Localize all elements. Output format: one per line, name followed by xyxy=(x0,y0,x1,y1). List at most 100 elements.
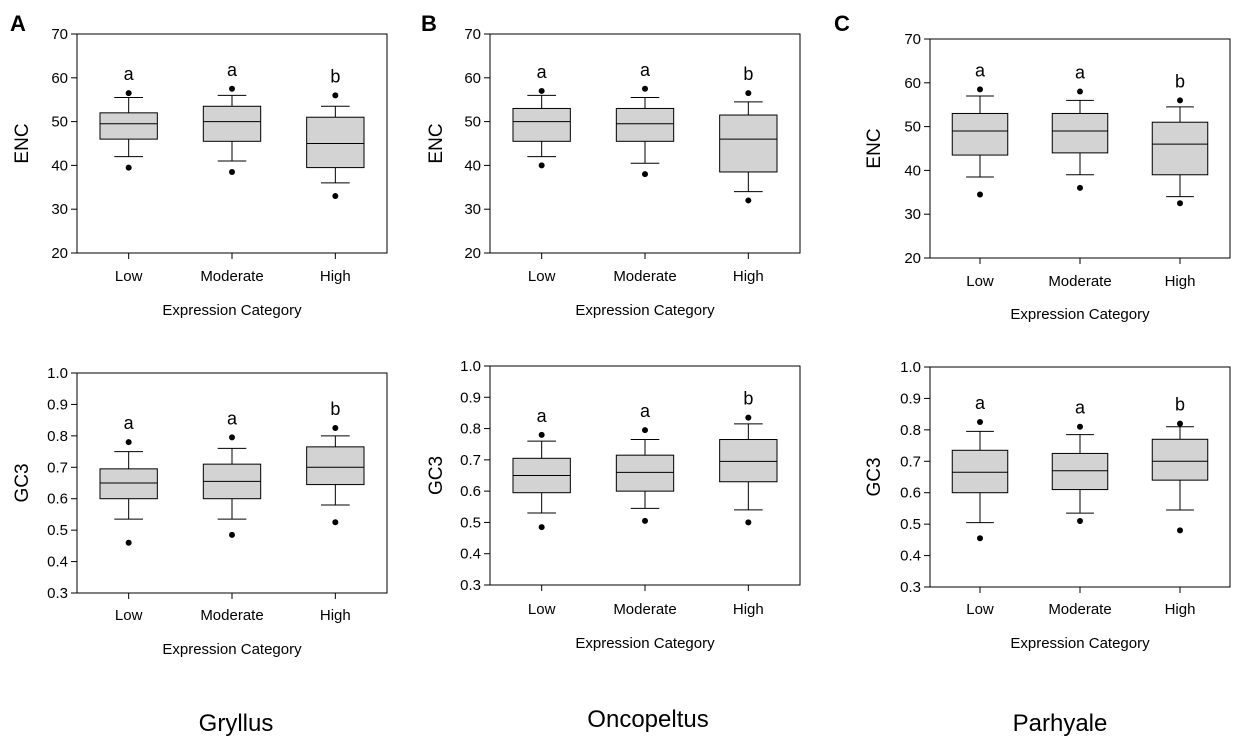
significance-letter: a xyxy=(640,60,651,80)
x-tick-label: Moderate xyxy=(613,268,676,285)
y-axis-label: ENC xyxy=(12,123,33,163)
y-tick-label: 50 xyxy=(51,114,68,131)
box-moderate: a xyxy=(615,401,675,524)
y-tick-label: 60 xyxy=(51,70,68,87)
iqr-box xyxy=(99,468,158,500)
iqr-box xyxy=(719,114,778,173)
x-tick-label: Moderate xyxy=(1048,601,1111,618)
y-axis-label: GC3 xyxy=(12,463,33,502)
iqr-box xyxy=(512,107,571,142)
iqr-box xyxy=(1051,452,1109,491)
significance-letter: b xyxy=(1175,71,1185,91)
y-tick-label: 70 xyxy=(904,31,921,48)
panel-letter-a: A xyxy=(10,11,26,36)
iqr-box xyxy=(615,454,675,492)
iqr-box xyxy=(306,446,365,486)
outlier-high-point xyxy=(642,85,648,92)
y-tick-label: 40 xyxy=(904,162,921,179)
y-tick-label: 50 xyxy=(464,114,481,131)
box-moderate: a xyxy=(202,408,262,538)
y-tick-label: 0.7 xyxy=(460,452,481,469)
box-high: b xyxy=(1151,71,1209,207)
iqr-box xyxy=(719,439,778,483)
outlier-low-point xyxy=(229,531,235,538)
x-tick-label: Moderate xyxy=(1048,273,1111,290)
iqr-box xyxy=(951,449,1009,494)
box-moderate: a xyxy=(615,60,675,178)
outlier-high-point xyxy=(229,85,235,92)
outlier-low-point xyxy=(538,162,545,169)
x-tick-label: Low xyxy=(115,268,143,285)
iqr-box xyxy=(1051,112,1109,154)
y-tick-label: 40 xyxy=(51,157,68,174)
y-tick-label: 0.8 xyxy=(47,428,68,445)
outlier-low-point xyxy=(229,168,235,175)
y-tick-label: 20 xyxy=(464,245,481,262)
significance-letter: b xyxy=(743,64,753,84)
y-tick-label: 30 xyxy=(51,201,68,218)
outlier-low-point xyxy=(745,197,752,204)
outlier-low-point xyxy=(745,519,752,526)
outlier-high-point xyxy=(1177,420,1183,427)
y-tick-label: 30 xyxy=(904,206,921,223)
x-axis-label: Expression Category xyxy=(162,302,302,319)
box-moderate: a xyxy=(202,60,262,175)
outlier-high-point xyxy=(332,425,339,431)
chart-panel-b-gc3: 0.3 0.4 0.5 0.6 0.7 0.8 0.9 1.0 GC3 Low Moderate Hi… xyxy=(426,358,801,652)
outlier-high-point xyxy=(229,434,235,441)
iqr-box xyxy=(615,107,675,142)
y-tick-label: 60 xyxy=(904,75,921,92)
outlier-high-point xyxy=(745,90,752,97)
chart-panel-c-enc: 20 30 40 50 60 70 ENC Low Moderate High Expression… xyxy=(864,31,1231,323)
y-tick-label: 0.5 xyxy=(460,514,481,531)
box-high: b xyxy=(306,399,365,526)
significance-letter: a xyxy=(227,60,238,80)
y-tick-label: 0.8 xyxy=(460,421,481,438)
significance-letter: b xyxy=(330,399,340,419)
significance-letter: a xyxy=(640,401,651,421)
chart-panel-a-enc: 20 30 40 50 60 70 ENC Low Moderate High Expression… xyxy=(12,26,388,319)
outlier-high-point xyxy=(125,90,132,97)
outlier-low-point xyxy=(538,524,545,531)
y-tick-label: 0.3 xyxy=(47,585,68,602)
outlier-low-point xyxy=(977,535,983,542)
y-tick-label: 20 xyxy=(51,245,68,262)
iqr-box xyxy=(951,112,1009,156)
species-label-parhyale: Parhyale xyxy=(1013,710,1108,737)
x-tick-label: Low xyxy=(528,601,556,618)
iqr-box xyxy=(99,112,158,140)
x-axis-label: Expression Category xyxy=(575,302,715,319)
y-tick-label: 0.6 xyxy=(460,483,481,500)
y-tick-label: 1.0 xyxy=(47,365,68,382)
outlier-high-point xyxy=(1077,88,1083,95)
x-tick-label: High xyxy=(320,268,351,285)
outlier-high-point xyxy=(1177,97,1183,104)
significance-letter: a xyxy=(975,393,986,413)
y-axis-label: ENC xyxy=(864,128,885,168)
y-tick-label: 0.4 xyxy=(460,546,481,563)
x-tick-label: High xyxy=(733,601,764,618)
significance-letter: b xyxy=(1175,395,1185,415)
chart-panel-a-gc3: 0.3 0.4 0.5 0.6 0.7 0.8 0.9 1.0 GC3 Low Moderate Hi… xyxy=(12,365,388,658)
outlier-low-point xyxy=(1177,527,1183,534)
outlier-low-point xyxy=(977,191,983,198)
x-tick-label: High xyxy=(1165,601,1196,618)
y-tick-label: 40 xyxy=(464,157,481,174)
significance-letter: a xyxy=(537,406,548,426)
iqr-box xyxy=(306,116,365,169)
iqr-box xyxy=(202,105,262,142)
outlier-high-point xyxy=(538,431,545,438)
x-axis-label: Expression Category xyxy=(1010,306,1150,323)
y-tick-label: 0.7 xyxy=(47,459,68,476)
outlier-low-point xyxy=(1177,200,1183,207)
significance-letter: a xyxy=(1075,398,1086,418)
outlier-high-point xyxy=(745,414,752,421)
x-tick-label: Low xyxy=(528,268,556,285)
significance-letter: a xyxy=(227,408,238,428)
panel-letter-c: C xyxy=(834,11,850,36)
y-tick-label: 0.5 xyxy=(47,522,68,539)
y-tick-label: 0.5 xyxy=(900,516,921,533)
chart-panel-b-enc: 20 30 40 50 60 70 ENC Low Moderate High Expression… xyxy=(426,26,801,319)
y-tick-label: 1.0 xyxy=(900,359,921,376)
